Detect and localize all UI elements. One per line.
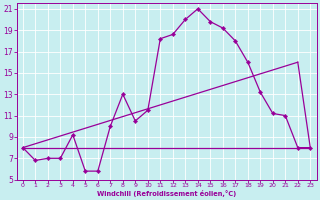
X-axis label: Windchill (Refroidissement éolien,°C): Windchill (Refroidissement éolien,°C) bbox=[97, 190, 236, 197]
